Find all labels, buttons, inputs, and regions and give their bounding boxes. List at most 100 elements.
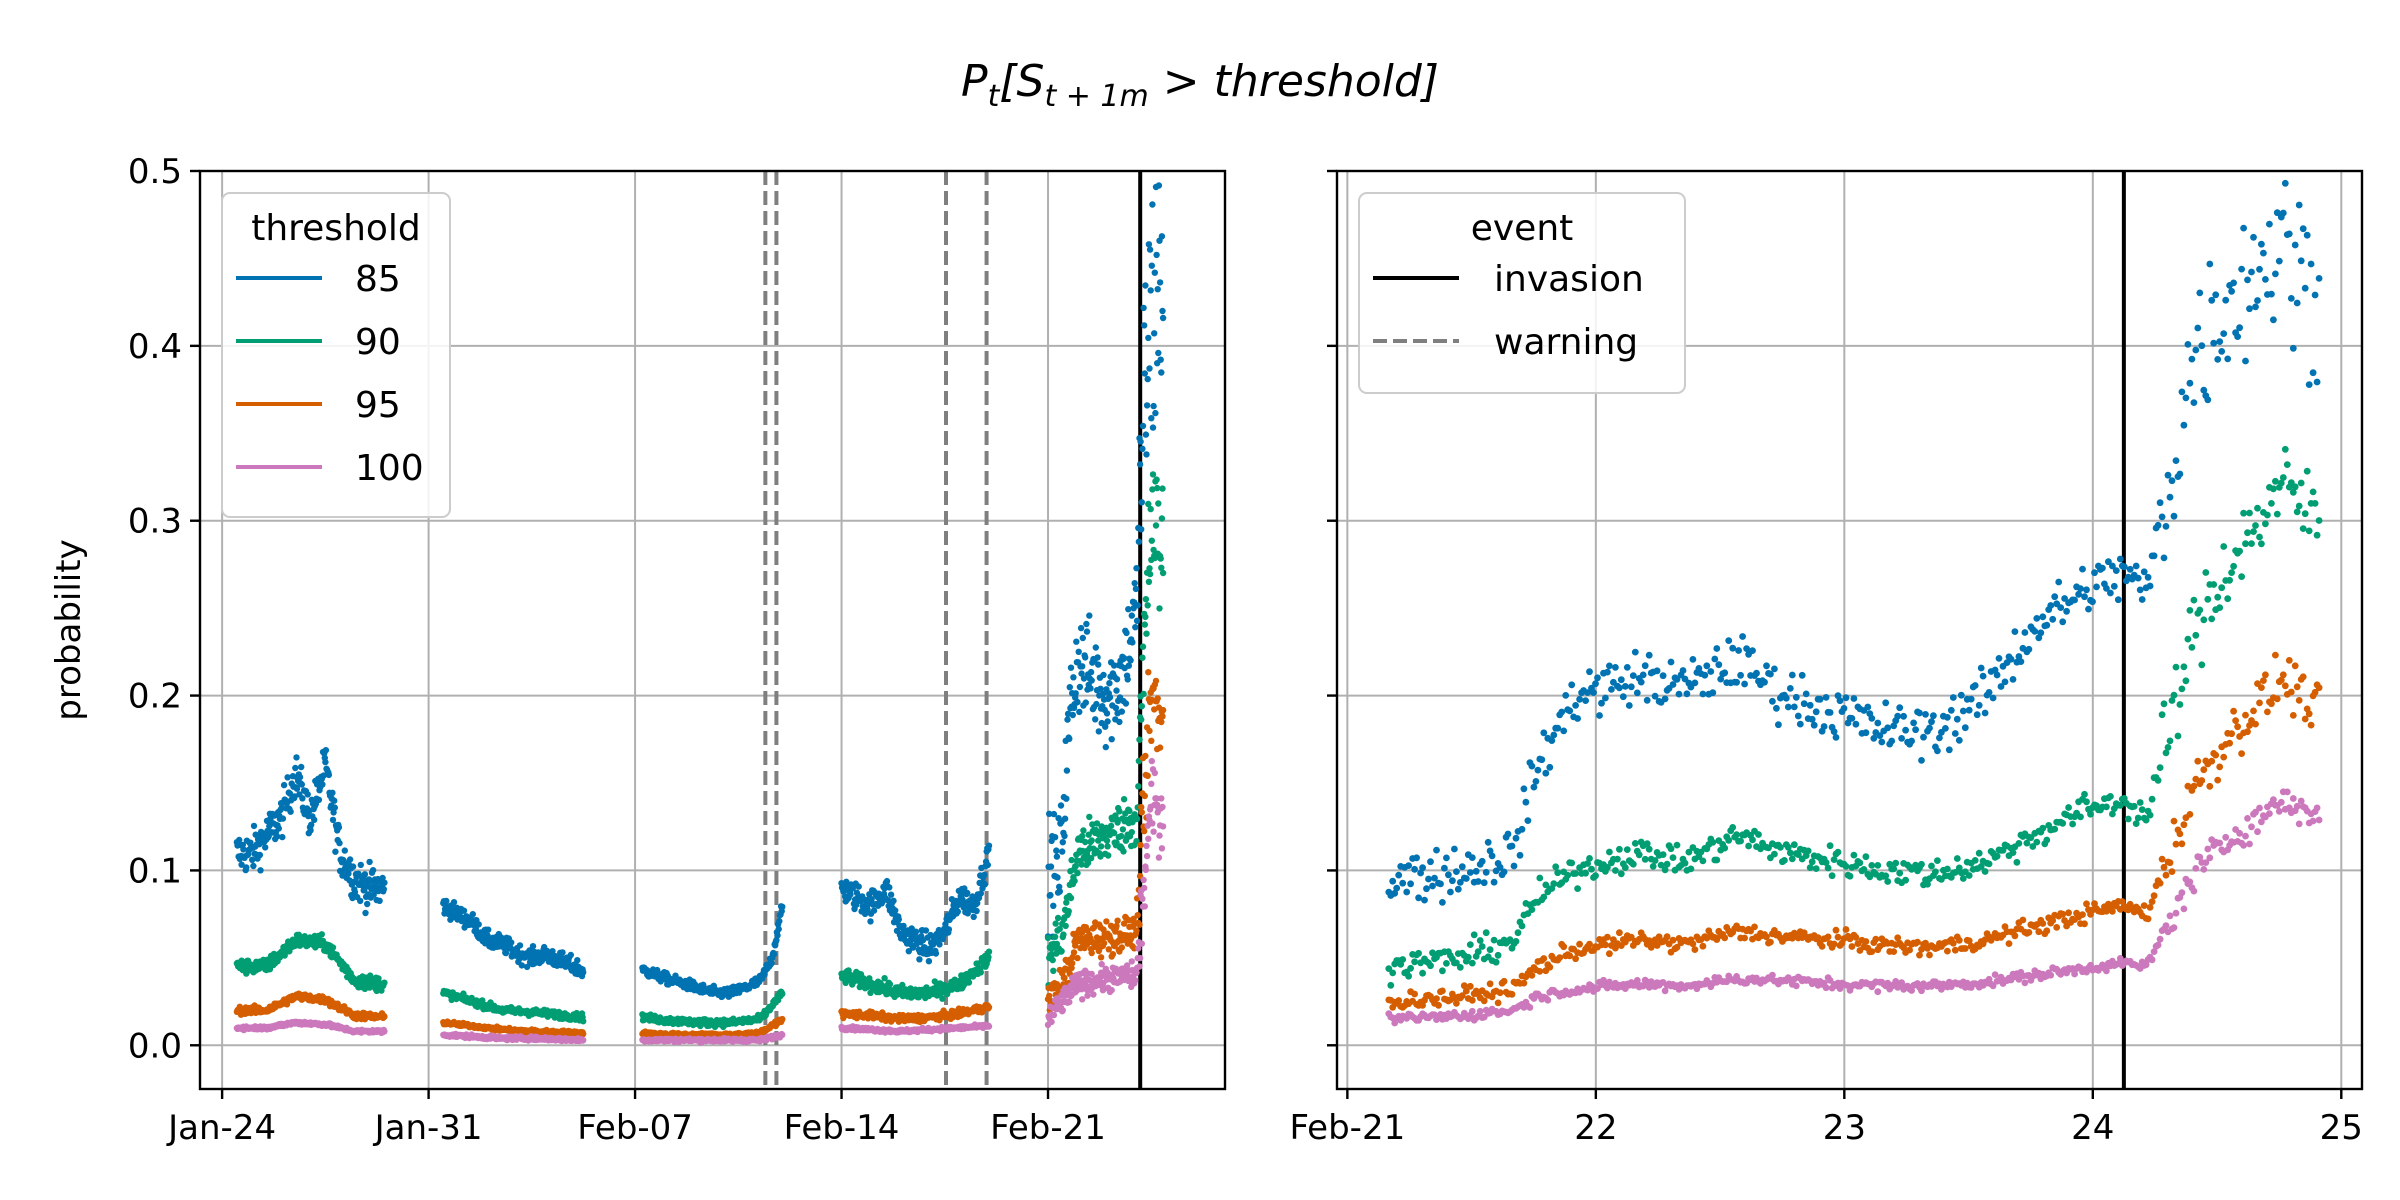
data-point xyxy=(315,796,323,803)
data-point xyxy=(1063,899,1070,906)
data-point xyxy=(1458,863,1466,871)
data-point xyxy=(1518,825,1526,833)
data-point xyxy=(1136,921,1143,928)
data-point xyxy=(1119,826,1127,833)
data-point xyxy=(1156,605,1163,612)
data-point xyxy=(1423,885,1430,893)
data-point xyxy=(1415,894,1422,902)
data-point xyxy=(1102,723,1109,730)
data-point xyxy=(1142,752,1149,760)
data-point xyxy=(1133,838,1140,845)
data-point xyxy=(1113,922,1120,930)
data-point xyxy=(1150,402,1157,410)
data-point xyxy=(1150,546,1157,554)
data-point xyxy=(1691,679,1699,687)
data-point xyxy=(1156,279,1164,286)
data-point xyxy=(1133,927,1140,934)
data-point xyxy=(1063,795,1070,802)
data-point xyxy=(508,939,515,946)
data-point xyxy=(1763,662,1770,670)
data-point xyxy=(1135,783,1142,790)
data-point xyxy=(1073,638,1080,645)
data-point xyxy=(580,1018,587,1025)
data-point xyxy=(981,871,988,879)
data-point xyxy=(1072,863,1079,870)
data-point xyxy=(250,822,258,830)
data-point xyxy=(1047,863,1055,870)
data-point xyxy=(1087,668,1095,676)
data-point xyxy=(843,878,850,885)
data-point xyxy=(1061,815,1069,822)
data-point xyxy=(939,995,946,1002)
data-point xyxy=(1114,819,1121,826)
data-point xyxy=(1087,685,1094,692)
data-point xyxy=(1633,689,1641,697)
data-point xyxy=(1110,662,1118,669)
data-point xyxy=(1421,896,1428,904)
data-point xyxy=(1128,958,1136,965)
data-point xyxy=(240,846,247,853)
data-point xyxy=(1816,695,1824,703)
data-point xyxy=(380,886,387,893)
data-point xyxy=(1059,839,1067,846)
data-point xyxy=(1079,634,1087,642)
data-point xyxy=(367,972,374,979)
data-point xyxy=(243,864,250,871)
data-point xyxy=(1051,933,1059,940)
data-point xyxy=(1419,864,1426,872)
data-point xyxy=(1802,690,1810,698)
data-point xyxy=(900,922,907,930)
data-point xyxy=(899,981,906,989)
data-point xyxy=(1078,861,1085,868)
data-point xyxy=(1080,827,1087,834)
data-point xyxy=(1427,858,1434,866)
data-point xyxy=(1054,914,1062,922)
data-point xyxy=(1524,817,1532,824)
left-data-points xyxy=(233,182,1167,1046)
data-point xyxy=(1155,854,1163,861)
data-point xyxy=(1141,884,1148,892)
data-point xyxy=(1612,664,1619,671)
data-point xyxy=(1143,451,1150,458)
data-point xyxy=(912,928,920,935)
data-point xyxy=(1142,613,1149,621)
data-point xyxy=(1104,843,1111,850)
data-point xyxy=(1067,664,1075,671)
data-point xyxy=(357,897,364,905)
data-point xyxy=(485,926,492,933)
data-point xyxy=(1516,851,1524,859)
data-point xyxy=(376,897,383,904)
data-point xyxy=(1437,880,1444,888)
data-point xyxy=(1088,837,1095,844)
data-point xyxy=(1159,803,1166,811)
data-point xyxy=(296,773,304,781)
data-point xyxy=(1068,856,1075,864)
data-point xyxy=(292,764,299,772)
data-point xyxy=(1560,727,1568,735)
data-point xyxy=(1125,662,1133,669)
data-point xyxy=(1667,658,1675,666)
y-tick-label: 0.3 xyxy=(128,502,182,542)
data-point xyxy=(1103,710,1111,717)
data-point xyxy=(1739,633,1746,640)
data-point xyxy=(974,900,981,907)
data-point xyxy=(977,890,984,897)
data-point xyxy=(1097,853,1104,860)
data-point xyxy=(1152,677,1160,685)
legend-label-100: 100 xyxy=(355,448,424,489)
data-point xyxy=(1812,708,1820,716)
data-point xyxy=(1153,251,1160,259)
data-point xyxy=(1075,648,1082,655)
data-point xyxy=(1148,757,1156,765)
data-point xyxy=(1074,954,1081,962)
data-point xyxy=(1141,903,1149,910)
data-point xyxy=(1429,882,1436,890)
data-point xyxy=(1721,669,1729,677)
data-point xyxy=(1786,685,1794,692)
data-point xyxy=(1148,537,1156,544)
data-point xyxy=(1441,864,1448,872)
data-point xyxy=(1679,667,1687,674)
data-point xyxy=(1484,838,1492,846)
data-point xyxy=(905,948,912,955)
